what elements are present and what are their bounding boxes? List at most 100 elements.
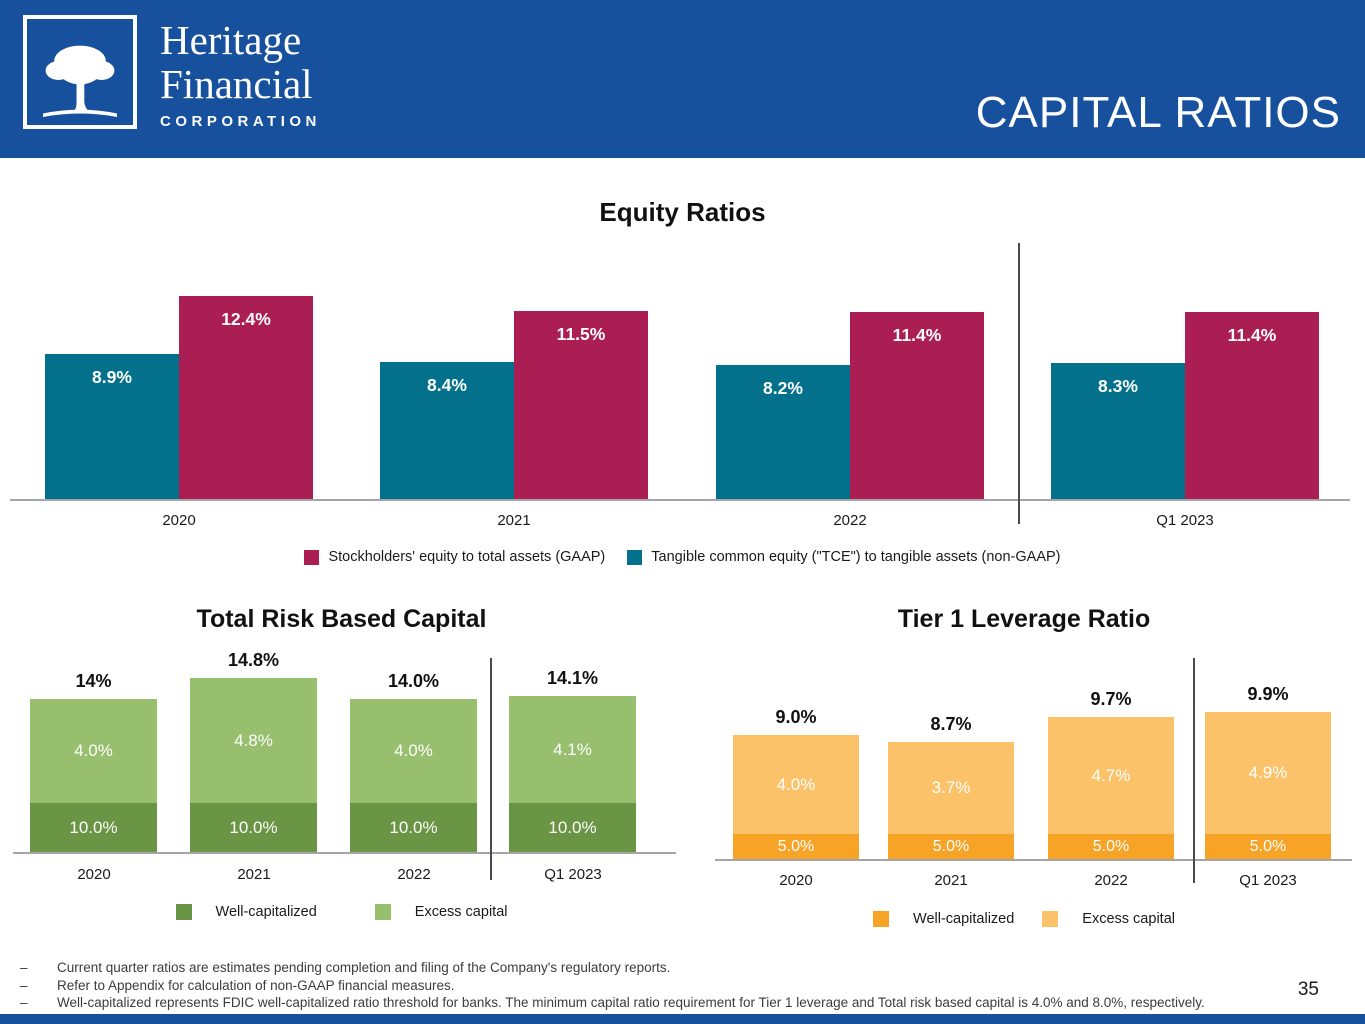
tier-1-leverage-ratio-excess-value: 4.0% [776,775,816,794]
tier-1-leverage-ratio-base-segment [1048,834,1174,860]
tier-1-leverage-ratio-base-value: 5.0% [777,838,815,855]
total-risk-based-capital-base-value: 10.0% [69,818,118,837]
equity-bar-crimson [1185,312,1319,500]
equity-bar-crimson [179,296,313,500]
equity-bar-teal [716,365,850,500]
header-banner: Heritage Financial CORPORATION CAPITAL R… [0,0,1365,158]
tier-1-leverage-ratio-excess-segment [888,742,1014,834]
legend-label: Tangible common equity ("TCE") to tangib… [651,549,1061,565]
tier-1-leverage-ratio-title: Tier 1 Leverage Ratio [897,605,1151,633]
tier-1-leverage-ratio-base-value: 5.0% [1092,838,1130,855]
legend-swatch [175,904,192,920]
equity-bar-value: 8.3% [1098,376,1138,396]
tier-1-leverage-ratio-x-label: Q1 2023 [1239,872,1297,889]
tier-1-leverage-ratio-excess-value: 3.7% [931,778,971,797]
tier-1-leverage-ratio-excess-value: 4.7% [1091,766,1131,785]
legend-item: Well-capitalized [873,911,1014,927]
legend-swatch [873,911,890,927]
total-risk-based-capital-base-segment [509,803,636,853]
equity-axis-line [10,499,1350,501]
equity-bar-teal [1051,363,1185,500]
equity-bar-value: 11.4% [892,325,942,345]
tier-1-leverage-ratio-legend: Well-capitalized Excess capital [683,911,1365,927]
heritage-logo [23,15,137,129]
tier-1-leverage-ratio-excess-segment [1205,712,1331,834]
equity-bar-value: 11.5% [556,324,606,344]
total-risk-based-capital-base-segment [350,803,477,853]
tier-1-leverage-ratio-x-label: 2021 [934,872,968,889]
total-risk-based-capital-excess-segment [350,699,477,803]
tier-1-leverage-ratio-base-segment [733,834,859,860]
total-risk-based-capital-axis-line [13,852,676,854]
tier-1-leverage-ratio-x-label: 2022 [1094,872,1128,889]
equity-x-label: 2021 [497,512,531,529]
footnote-text: Current quarter ratios are estimates pen… [57,960,671,975]
total-risk-based-capital-excess-value: 4.0% [394,741,433,760]
total-risk-based-capital-base-segment [30,803,157,853]
total-risk-based-capital-x-label: 2022 [397,866,431,883]
legend-swatch [1042,911,1059,927]
footnote-row: – Well-capitalized represents FDIC well-c… [20,994,1290,1012]
total-risk-based-capital-base-segment [190,803,317,853]
footnote-row: – Refer to Appendix for calculation of no… [20,977,1290,995]
total-risk-based-capital-x-label: Q1 2023 [544,866,602,883]
total-risk-based-capital-excess-segment [509,696,636,803]
total-risk-based-capital-total-value: 14.1% [546,668,599,688]
legend-item: Excess capital [1042,911,1175,927]
tier-1-leverage-ratio-period-divider [1193,658,1195,883]
equity-bar-value: 11.4% [1227,325,1277,345]
logo-line-2: Financial [160,61,313,107]
equity-ratios-legend: Stockholders' equity to total assets (GA… [0,549,1365,565]
tier-1-leverage-ratio-axis-line [715,859,1352,861]
total-risk-based-capital-x-label: 2020 [77,866,111,883]
footer-bar [0,1014,1365,1024]
tier-1-leverage-ratio-base-segment [888,834,1014,860]
total-risk-based-capital-legend: Well-capitalized Excess capital [0,904,683,920]
page-number: 35 [1297,979,1319,1000]
legend-item: Excess capital [374,904,508,920]
total-risk-based-capital-base-value: 10.0% [548,818,597,837]
total-risk-based-capital-excess-value: 4.8% [234,731,273,750]
equity-x-label: 2022 [833,512,867,529]
footnotes: – Current quarter ratios are estimates pe… [20,959,1290,1012]
logo-line-3: CORPORATION [160,113,321,130]
legend-label: Well-capitalized [913,911,1015,927]
legend-swatch [627,549,643,565]
legend-label: Excess capital [1082,911,1175,927]
tier-1-leverage-ratio-excess-segment [733,735,859,834]
total-risk-based-capital-period-divider [490,658,492,880]
equity-period-divider [1018,243,1020,524]
footnote-row: – Current quarter ratios are estimates pe… [20,959,1290,977]
tier-1-leverage-ratio-base-segment [1205,834,1331,860]
tree-icon [37,37,123,125]
legend-item: Tangible common equity ("TCE") to tangib… [627,549,1061,565]
legend-label: Stockholders' equity to total assets (GA… [328,549,606,565]
legend-label: Excess capital [414,904,508,920]
total-risk-based-capital-excess-segment [190,678,317,803]
total-risk-based-capital-excess-segment [30,699,157,803]
legend-label: Well-capitalized [215,904,317,920]
equity-ratios-title: Equity Ratios [599,197,766,227]
footnote-text: Well-capitalized represents FDIC well-ca… [57,995,1205,1010]
total-risk-based-capital-excess-value: 4.0% [74,741,113,760]
total-risk-based-capital-title: Total Risk Based Capital [196,605,487,633]
tier-1-leverage-ratio-excess-segment [1048,717,1174,834]
logo-line-1: Heritage [160,17,302,63]
total-risk-based-capital-total-value: 14% [75,671,112,691]
equity-x-label: Q1 2023 [1156,512,1214,529]
footnote-bullet: – [20,960,28,975]
equity-x-label: 2020 [162,512,196,529]
logo-wordmark: Heritage Financial CORPORATION [160,18,321,130]
tier-1-leverage-ratio-excess-value: 4.9% [1248,763,1288,782]
equity-bar-teal [45,354,179,500]
tier-1-leverage-ratio-base-value: 5.0% [932,838,970,855]
equity-bar-value: 8.9% [92,367,132,387]
equity-bar-value: 8.4% [427,375,467,395]
footnote-bullet: – [20,995,28,1010]
footnote-text: Refer to Appendix for calculation of non… [57,977,455,993]
tier-1-leverage-ratio-total-value: 9.9% [1247,684,1289,704]
equity-bar-crimson [850,312,984,500]
legend-item: Well-capitalized [175,904,317,920]
total-risk-based-capital-base-value: 10.0% [389,818,438,837]
